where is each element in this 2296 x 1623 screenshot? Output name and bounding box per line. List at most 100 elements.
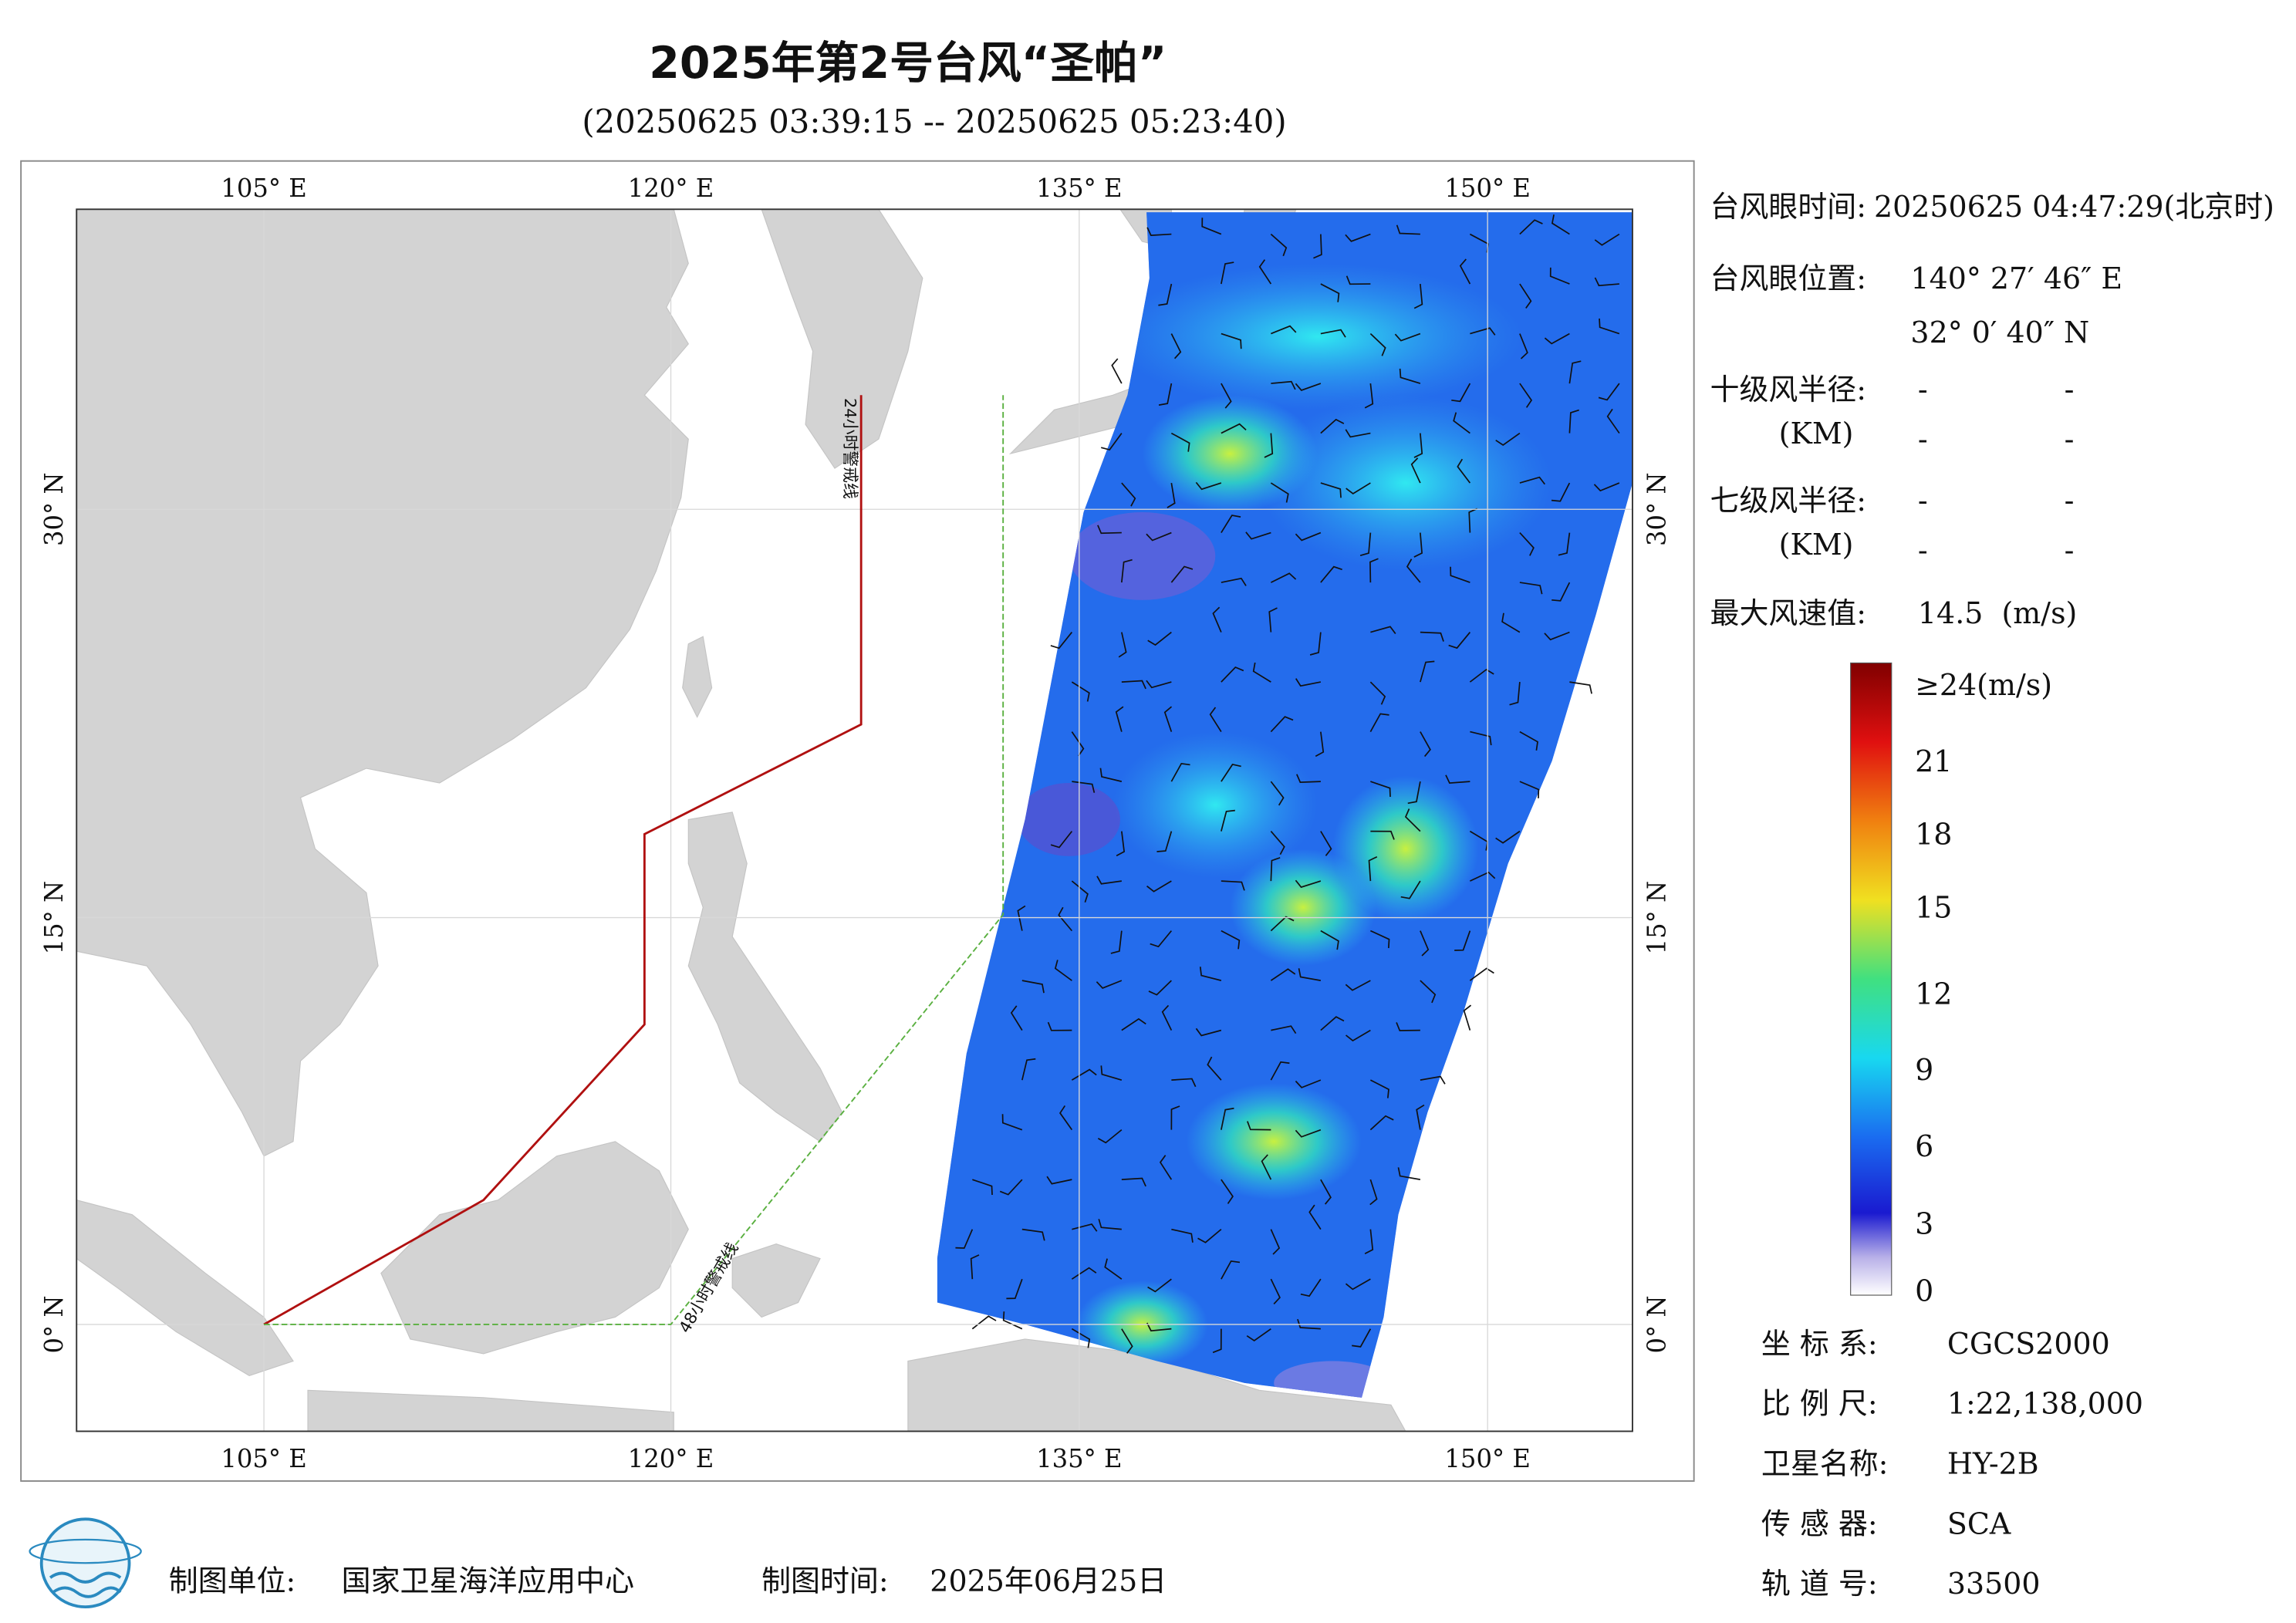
- wind-barb: [1071, 681, 1090, 702]
- wind-barb: [1017, 905, 1026, 931]
- wind-barb: [1221, 383, 1232, 409]
- wind-barb: [1054, 960, 1072, 981]
- wind-barb: [1345, 1278, 1371, 1291]
- lon-label: 150° E: [1444, 174, 1530, 203]
- wind-barb: [1100, 1065, 1123, 1081]
- meta-label: 轨 道 号:: [1761, 1567, 1878, 1601]
- wind-barb: [1420, 731, 1431, 758]
- wind-barb: [1519, 333, 1528, 359]
- wind-barb: [1221, 666, 1244, 683]
- wind-barb: [1104, 1258, 1123, 1280]
- wind-barb: [1221, 809, 1235, 832]
- wind-barb: [999, 1179, 1023, 1196]
- wind-barb: [1300, 1278, 1322, 1297]
- wind-barb: [1002, 1311, 1023, 1330]
- wind-barb: [1170, 333, 1182, 359]
- wind-barb: [1295, 1079, 1322, 1088]
- subtitle: (20250625 03:39:15 -- 20250625 05:23:40): [582, 103, 1286, 140]
- wind-barb: [1468, 508, 1477, 533]
- wind-barb: [1270, 1061, 1290, 1081]
- wind-barb: [1252, 662, 1271, 683]
- lon-label: 120° E: [628, 1444, 714, 1473]
- eye-lon: 140° 27′ 46″ E: [1910, 262, 2122, 295]
- meta-value: HY-2B: [1947, 1446, 2039, 1480]
- wind-barb: [1270, 1229, 1281, 1255]
- wind-barb: [1221, 1107, 1234, 1130]
- lat-labels: 30° N 15° N 0° N 30° N 15° N 0° N: [39, 472, 1671, 1353]
- wind-barb: [1021, 980, 1045, 994]
- map-border: [76, 208, 1633, 1432]
- wind-barb: [1195, 481, 1222, 491]
- wind-barb: [1111, 358, 1123, 384]
- wind-barb: [1121, 1017, 1146, 1031]
- wind-barb: [1296, 774, 1321, 783]
- map-frame: [20, 160, 1695, 1482]
- wind-barb: [1071, 731, 1085, 757]
- wind-barb: [1171, 1228, 1194, 1243]
- wind-barb: [1519, 582, 1543, 595]
- wind-barb: [1161, 1004, 1173, 1031]
- lat-label: 15° N: [39, 881, 69, 955]
- wind-barb: [1420, 980, 1437, 1004]
- wind-barb: [1121, 1177, 1146, 1187]
- wind-barb: [1394, 332, 1421, 342]
- wind-barb: [1346, 482, 1371, 495]
- wind-barb: [1295, 383, 1322, 391]
- wind-barb: [1118, 632, 1127, 658]
- wind-barb: [1247, 1121, 1271, 1131]
- meta-value: CGCS2000: [1947, 1327, 2110, 1361]
- wind-barb: [1451, 383, 1471, 403]
- wind-barb: [1072, 781, 1096, 793]
- wind-barb: [1146, 227, 1172, 237]
- wind-barb: [1404, 808, 1421, 832]
- wind-barb: [1413, 283, 1423, 309]
- wind-barb: [1146, 680, 1172, 689]
- wind-barb: [1369, 558, 1379, 583]
- wind-barb: [1147, 631, 1172, 646]
- wind-barb: [972, 1179, 993, 1196]
- wind-barb: [1047, 1021, 1072, 1031]
- lat-label: 0° N: [1643, 1295, 1672, 1353]
- wind-barb: [1147, 1278, 1172, 1293]
- wind-barb: [1320, 930, 1339, 950]
- wind-barb: [1170, 762, 1190, 782]
- wind-barb: [1313, 234, 1322, 259]
- wind-barb: [1606, 408, 1620, 434]
- wind-barb: [1369, 1179, 1378, 1206]
- title: 2025年第2号台风“圣帕”: [649, 38, 1167, 89]
- wind-barb: [1364, 383, 1374, 409]
- wind-barb: [1544, 631, 1570, 641]
- lon-label: 135° E: [1036, 1444, 1122, 1473]
- eye-lat: 32° 0′ 40″ N: [1910, 315, 2089, 349]
- wind-barb: [1021, 1228, 1045, 1241]
- graticule: [76, 209, 1633, 1432]
- wind-barb: [1320, 565, 1342, 583]
- wind-barb: [1410, 457, 1421, 484]
- wind-barb: [1551, 482, 1571, 502]
- wind-barb: [1010, 1005, 1023, 1031]
- radius7-value: -: [2065, 534, 2075, 568]
- wind-barb: [1450, 566, 1470, 583]
- wind-barb: [1158, 383, 1173, 406]
- wind-barb: [1170, 432, 1190, 452]
- wind-barb: [1370, 626, 1396, 635]
- wind-barb: [1207, 1056, 1222, 1081]
- map-area: 24小时警戒线 48小时警戒线: [76, 209, 1633, 1432]
- max-wind-label: 最大风速值:: [1710, 596, 1866, 630]
- max-wind: 14.5 (m/s): [1918, 596, 2077, 630]
- wind-barb: [1420, 930, 1430, 957]
- wind-barb: [1167, 482, 1176, 508]
- wind-barb: [1320, 1179, 1332, 1205]
- wind-barb: [1370, 930, 1390, 949]
- wind-barb: [1270, 572, 1297, 583]
- radius7-value: -: [2065, 484, 2075, 518]
- wind-barb: [1006, 1278, 1023, 1300]
- unit: 国家卫星海洋应用中心: [342, 1564, 634, 1598]
- wind-barb: [1221, 764, 1241, 782]
- wind-barb: [1549, 267, 1570, 285]
- wind-barb: [1270, 781, 1285, 806]
- logo: [29, 1517, 142, 1609]
- wind-barb: [1059, 1105, 1073, 1131]
- wind-barb: [1593, 482, 1620, 492]
- eye-time: 20250625 04:47:29(北京时): [1874, 190, 2274, 224]
